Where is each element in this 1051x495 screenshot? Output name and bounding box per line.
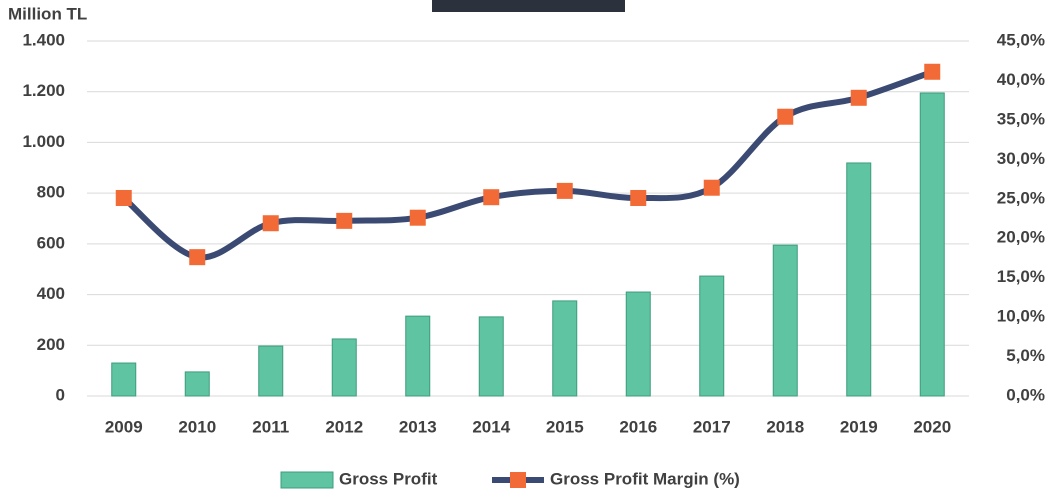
- marker: [115, 189, 132, 206]
- y2-tick-label: 10,0%: [997, 307, 1045, 326]
- y-tick-label: 800: [37, 183, 65, 202]
- x-tick-label: 2009: [105, 417, 143, 436]
- x-tick-label: 2016: [619, 417, 657, 436]
- bar: [111, 362, 137, 397]
- y2-tick-label: 40,0%: [997, 70, 1045, 89]
- legend-swatch: [280, 471, 334, 489]
- x-tick-label: 2010: [178, 417, 216, 436]
- y2-tick-label: 0,0%: [1006, 385, 1045, 404]
- marker: [630, 189, 647, 206]
- x-tick-label: 2013: [399, 417, 437, 436]
- y-tick-label: 1.000: [22, 132, 65, 151]
- bar: [405, 315, 431, 397]
- x-tick-label: 2018: [766, 417, 804, 436]
- marker: [924, 63, 941, 80]
- bar: [552, 300, 578, 397]
- marker: [189, 249, 206, 266]
- bar: [625, 291, 651, 397]
- marker: [409, 209, 426, 226]
- x-tick-label: 2011: [252, 417, 289, 436]
- y-tick-label: 0: [56, 385, 65, 404]
- x-tick-label: 2015: [546, 417, 584, 436]
- y-axis-label: Million TL: [8, 4, 87, 23]
- x-tick-label: 2019: [840, 417, 878, 436]
- y2-tick-label: 35,0%: [997, 109, 1045, 128]
- line: [121, 68, 934, 261]
- marker: [850, 89, 867, 106]
- marker: [336, 212, 353, 229]
- x-tick-label: 2012: [325, 417, 363, 436]
- y2-tick-label: 5,0%: [1006, 346, 1045, 365]
- bar: [919, 92, 945, 397]
- x-tick-label: 2020: [913, 417, 951, 436]
- y-tick-label: 1.400: [22, 30, 65, 49]
- marker: [777, 108, 794, 125]
- y-tick-label: 600: [37, 233, 65, 252]
- bar: [772, 244, 798, 397]
- y2-tick-label: 30,0%: [997, 149, 1045, 168]
- header-block: [432, 0, 625, 12]
- y2-tick-label: 25,0%: [997, 188, 1045, 207]
- bar: [184, 371, 210, 397]
- marker: [556, 182, 573, 199]
- bar: [478, 316, 504, 397]
- x-tick-label: 2014: [472, 417, 510, 436]
- marker: [262, 215, 279, 232]
- bar: [258, 345, 284, 397]
- legend-label: Gross Profit: [339, 469, 438, 488]
- bar: [331, 338, 357, 397]
- legend-swatch: [510, 472, 526, 488]
- legend-label: Gross Profit Margin (%): [550, 469, 740, 488]
- x-tick-label: 2017: [693, 417, 731, 436]
- y2-tick-label: 45,0%: [997, 30, 1045, 49]
- y-tick-label: 200: [37, 335, 65, 354]
- marker: [703, 179, 720, 196]
- bar: [846, 162, 872, 397]
- y2-tick-label: 20,0%: [997, 228, 1045, 247]
- marker: [483, 189, 500, 206]
- y2-tick-label: 15,0%: [997, 267, 1045, 286]
- bar: [699, 275, 725, 397]
- y-tick-label: 400: [37, 284, 65, 303]
- y-tick-label: 1.200: [22, 81, 65, 100]
